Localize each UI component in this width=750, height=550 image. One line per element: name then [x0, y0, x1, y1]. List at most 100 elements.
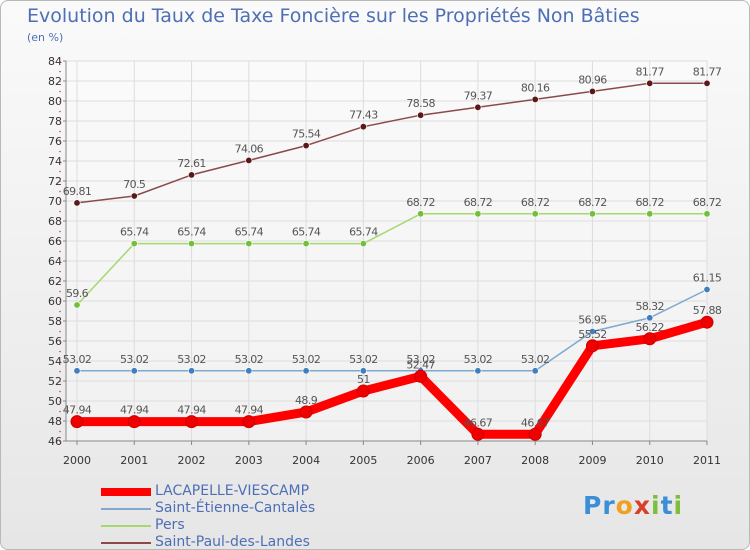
- y-minor-tick: [59, 230, 61, 233]
- data-label-lacapelle-viescamp: 47.94: [235, 404, 264, 417]
- data-label-lacapelle-viescamp: 47.94: [177, 404, 206, 417]
- data-point-saint-etienne-cantales: [245, 367, 253, 375]
- data-label-saint-paul-des-landes: 81.77: [635, 65, 664, 78]
- y-minor-tick: [59, 300, 61, 303]
- x-tick-label: 2000: [63, 454, 91, 467]
- logo-letter: P: [583, 491, 603, 520]
- data-point-lacapelle-viescamp: [356, 384, 370, 398]
- data-point-saint-paul-des-landes: [245, 156, 253, 164]
- data-point-lacapelle-viescamp: [299, 405, 313, 419]
- data-point-pers: [245, 240, 253, 248]
- data-point-lacapelle-viescamp: [643, 332, 657, 346]
- data-point-lacapelle-viescamp: [700, 315, 714, 329]
- x-tick-label: 2011: [693, 454, 721, 467]
- y-tick-label: 80: [48, 95, 62, 108]
- x-tick-label: 2005: [349, 454, 377, 467]
- data-label-lacapelle-viescamp: 52.47: [406, 358, 435, 371]
- data-point-saint-etienne-cantales: [703, 285, 711, 293]
- data-label-pers: 68.72: [635, 196, 664, 209]
- data-point-saint-paul-des-landes: [417, 111, 425, 119]
- data-label-saint-paul-des-landes: 72.61: [177, 157, 206, 170]
- y-tick-label: 60: [48, 295, 62, 308]
- y-minor-tick: [59, 80, 61, 83]
- y-tick-label: 52: [48, 375, 62, 388]
- x-tick-label: 2006: [407, 454, 435, 467]
- data-label-lacapelle-viescamp: 46.67: [464, 416, 493, 429]
- x-tick-label: 2002: [178, 454, 206, 467]
- data-label-saint-etienne-cantales: 53.02: [120, 353, 149, 366]
- y-minor-tick: [59, 140, 61, 143]
- x-tick-label: 2007: [464, 454, 492, 467]
- data-label-saint-paul-des-landes: 79.37: [464, 89, 493, 102]
- logo-letter: r: [602, 491, 616, 520]
- data-point-saint-paul-des-landes: [646, 79, 654, 87]
- data-label-saint-paul-des-landes: 69.81: [63, 185, 92, 198]
- data-label-saint-etienne-cantales: 53.02: [63, 353, 92, 366]
- data-label-saint-paul-des-landes: 81.77: [693, 65, 722, 78]
- data-label-lacapelle-viescamp: 47.94: [63, 404, 92, 417]
- x-tick-label: 2010: [636, 454, 664, 467]
- data-label-saint-paul-des-landes: 80.16: [521, 81, 550, 94]
- y-minor-tick: [59, 100, 61, 103]
- data-label-saint-etienne-cantales: 53.02: [177, 353, 206, 366]
- y-minor-tick: [59, 180, 61, 183]
- y-tick-label: 54: [48, 355, 62, 368]
- data-label-pers: 68.72: [693, 196, 722, 209]
- chart-title: Evolution du Taux de Taxe Foncière sur l…: [27, 5, 640, 27]
- data-point-saint-paul-des-landes: [588, 87, 596, 95]
- y-minor-tick: [59, 60, 61, 63]
- data-point-pers: [130, 240, 138, 248]
- data-label-pers: 68.72: [578, 196, 607, 209]
- y-minor-tick: [59, 320, 61, 323]
- data-label-lacapelle-viescamp: 48.9: [295, 394, 318, 407]
- legend-item-saint-paul-des-landes: Saint-Paul-des-Landes: [101, 534, 361, 550]
- logo-letter: x: [633, 491, 651, 520]
- data-point-pers: [646, 210, 654, 218]
- y-minor-tick: [59, 380, 61, 383]
- x-tick-label: 2009: [578, 454, 606, 467]
- y-minor-tick: [59, 120, 61, 123]
- data-label-pers: 59.6: [66, 287, 89, 300]
- data-point-saint-etienne-cantales: [474, 367, 482, 375]
- y-tick-label: 70: [48, 195, 62, 208]
- data-label-lacapelle-viescamp: 46.67: [521, 416, 550, 429]
- data-label-lacapelle-viescamp: 47.94: [120, 404, 149, 417]
- data-point-saint-etienne-cantales: [588, 327, 596, 335]
- data-label-pers: 65.74: [177, 226, 206, 239]
- data-label-lacapelle-viescamp: 56.22: [635, 321, 664, 334]
- data-label-pers: 65.74: [349, 226, 378, 239]
- y-tick-label: 66: [48, 235, 62, 248]
- y-tick-label: 72: [48, 175, 62, 188]
- data-label-pers: 68.72: [521, 196, 550, 209]
- series-group: [70, 79, 714, 441]
- y-minor-tick: [59, 220, 61, 223]
- y-tick-label: 84: [48, 55, 62, 68]
- legend-label-lacapelle-viescamp: LACAPELLE-VIESCAMP: [155, 483, 310, 499]
- logo-letter: o: [615, 491, 634, 520]
- data-point-pers: [359, 240, 367, 248]
- data-point-pers: [703, 210, 711, 218]
- data-label-saint-etienne-cantales: 56.95: [578, 314, 607, 327]
- data-label-saint-paul-des-landes: 70.5: [123, 178, 146, 191]
- y-tick-label: 56: [48, 335, 62, 348]
- y-minor-tick: [59, 370, 61, 373]
- data-label-saint-etienne-cantales: 53.02: [349, 353, 378, 366]
- data-point-pers: [417, 210, 425, 218]
- y-minor-tick: [59, 350, 61, 353]
- y-minor-tick: [59, 90, 61, 93]
- y-minor-tick: [59, 70, 61, 73]
- y-minor-tick: [59, 400, 61, 403]
- y-tick-label: 78: [48, 115, 62, 128]
- x-tick-label: 2001: [120, 454, 148, 467]
- y-tick-label: 76: [48, 135, 62, 148]
- data-point-lacapelle-viescamp: [127, 415, 141, 429]
- data-label-pers: 65.74: [235, 226, 264, 239]
- y-tick-label: 74: [48, 155, 62, 168]
- y-minor-tick: [59, 130, 61, 133]
- y-tick-label: 82: [48, 75, 62, 88]
- y-minor-tick: [59, 250, 61, 253]
- legend-label-saint-paul-des-landes: Saint-Paul-des-Landes: [155, 534, 310, 550]
- y-minor-tick: [59, 440, 61, 443]
